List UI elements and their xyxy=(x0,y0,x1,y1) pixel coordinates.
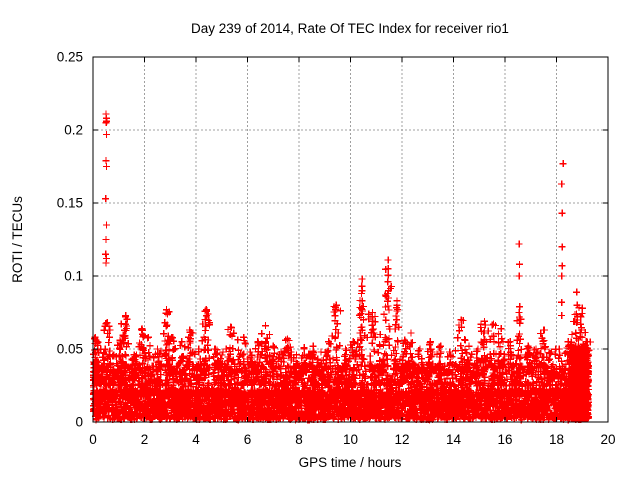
x-tick-label: 2 xyxy=(141,432,149,447)
x-tick-label: 4 xyxy=(192,432,200,447)
x-tick-label: 14 xyxy=(446,432,462,447)
y-tick-label: 0.15 xyxy=(57,196,83,211)
x-tick-label: 18 xyxy=(549,432,564,447)
x-tick-label: 6 xyxy=(244,432,252,447)
x-tick-label: 12 xyxy=(394,432,409,447)
axis-ticks xyxy=(92,56,609,423)
y-tick-label: 0.05 xyxy=(57,342,83,357)
tick-labels: 0 2 4 6 8 10 12 14 16 18 20 0 0.05 0.1 0.15 0.2 0.25 xyxy=(57,50,616,448)
x-tick-label: 16 xyxy=(497,432,512,447)
y-tick-label: 0.2 xyxy=(64,123,83,138)
x-tick-label: 20 xyxy=(600,432,615,447)
roti-scatter-markers xyxy=(90,110,594,424)
x-tick-label: 8 xyxy=(295,432,303,447)
y-tick-label: 0 xyxy=(75,415,83,430)
y-axis-label: ROTI / TECUs xyxy=(10,196,25,283)
y-tick-label: 0.1 xyxy=(64,269,83,284)
data-points xyxy=(90,110,594,424)
y-tick-label: 0.25 xyxy=(57,50,83,65)
chart-title: Day 239 of 2014, Rate Of TEC Index for r… xyxy=(191,21,509,36)
x-axis-label: GPS time / hours xyxy=(299,455,402,470)
x-tick-label: 10 xyxy=(343,432,358,447)
x-tick-label: 0 xyxy=(89,432,97,447)
